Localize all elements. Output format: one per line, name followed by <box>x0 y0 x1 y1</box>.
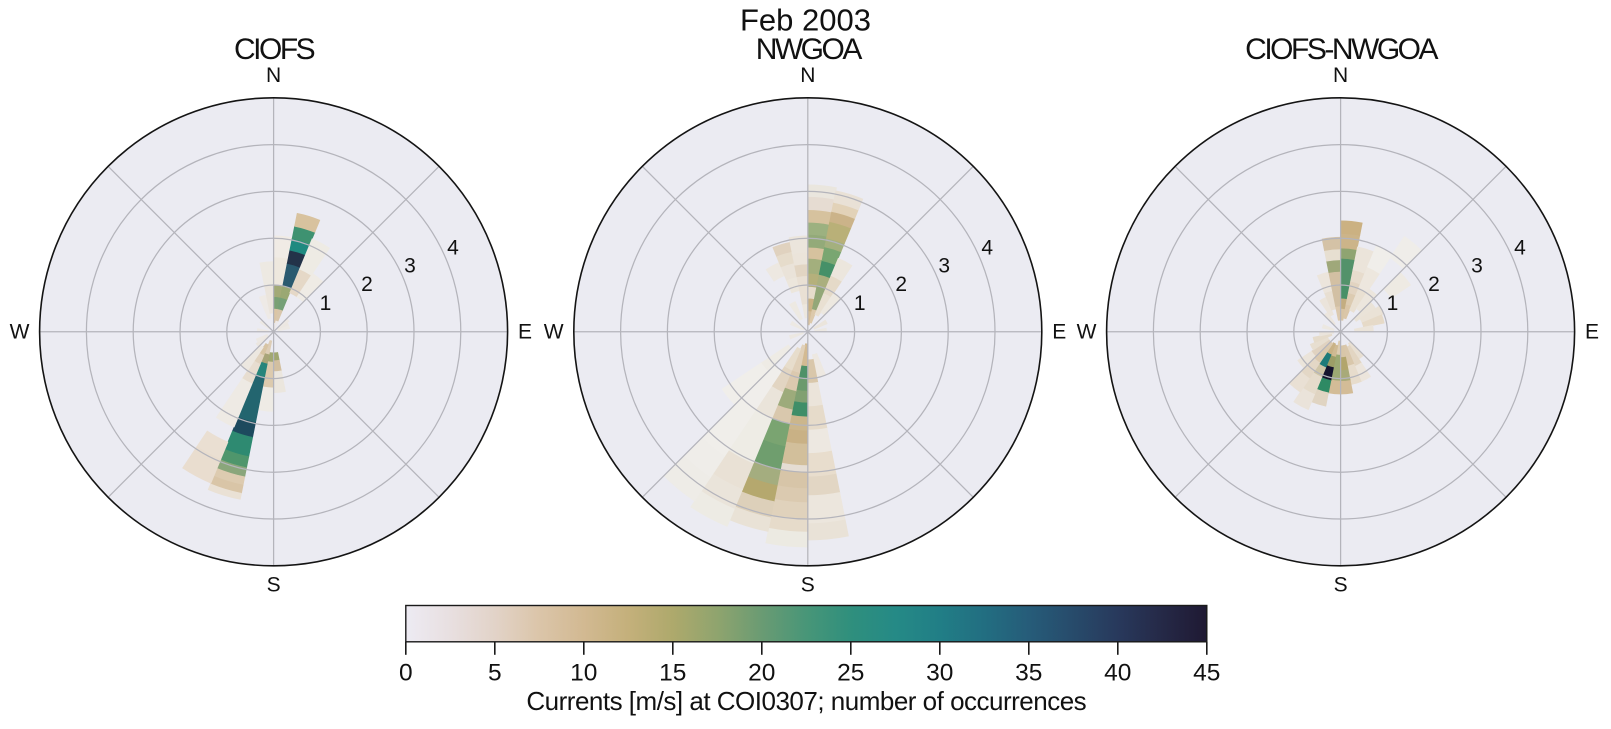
svg-text:20: 20 <box>748 660 775 687</box>
svg-text:1: 1 <box>320 292 332 315</box>
svg-text:1: 1 <box>1387 292 1399 315</box>
svg-text:0: 0 <box>399 660 413 687</box>
svg-text:25: 25 <box>837 660 864 687</box>
svg-text:10: 10 <box>570 660 597 687</box>
svg-text:CIOFS: CIOFS <box>234 33 315 66</box>
svg-text:S: S <box>1334 574 1348 597</box>
svg-text:Currents [m/s] at COI0307; num: Currents [m/s] at COI0307; number of occ… <box>526 686 1086 716</box>
svg-text:3: 3 <box>1471 255 1483 278</box>
svg-text:30: 30 <box>926 660 953 687</box>
svg-text:3: 3 <box>404 255 416 278</box>
svg-text:E: E <box>1052 321 1066 344</box>
svg-text:N: N <box>800 64 815 87</box>
svg-text:N: N <box>266 64 281 87</box>
svg-text:5: 5 <box>488 660 502 687</box>
svg-text:N: N <box>1333 64 1348 87</box>
svg-text:4: 4 <box>1514 237 1526 260</box>
svg-text:CIOFS-NWGOA: CIOFS-NWGOA <box>1245 33 1438 66</box>
svg-text:2: 2 <box>1428 273 1440 296</box>
svg-text:4: 4 <box>447 237 459 260</box>
svg-text:4: 4 <box>981 237 993 260</box>
svg-text:E: E <box>1585 321 1599 344</box>
svg-text:S: S <box>801 574 815 597</box>
svg-text:35: 35 <box>1015 660 1042 687</box>
svg-text:40: 40 <box>1104 660 1131 687</box>
svg-text:NWGOA: NWGOA <box>756 33 863 66</box>
svg-text:15: 15 <box>659 660 686 687</box>
svg-text:W: W <box>544 321 564 344</box>
svg-text:45: 45 <box>1193 660 1220 687</box>
svg-text:W: W <box>10 321 30 344</box>
svg-text:3: 3 <box>938 255 950 278</box>
svg-text:Feb 2003: Feb 2003 <box>740 3 871 38</box>
svg-text:2: 2 <box>361 273 373 296</box>
svg-text:1: 1 <box>854 292 866 315</box>
svg-text:W: W <box>1077 321 1097 344</box>
svg-text:2: 2 <box>895 273 907 296</box>
svg-text:S: S <box>267 574 281 597</box>
svg-text:E: E <box>518 321 532 344</box>
